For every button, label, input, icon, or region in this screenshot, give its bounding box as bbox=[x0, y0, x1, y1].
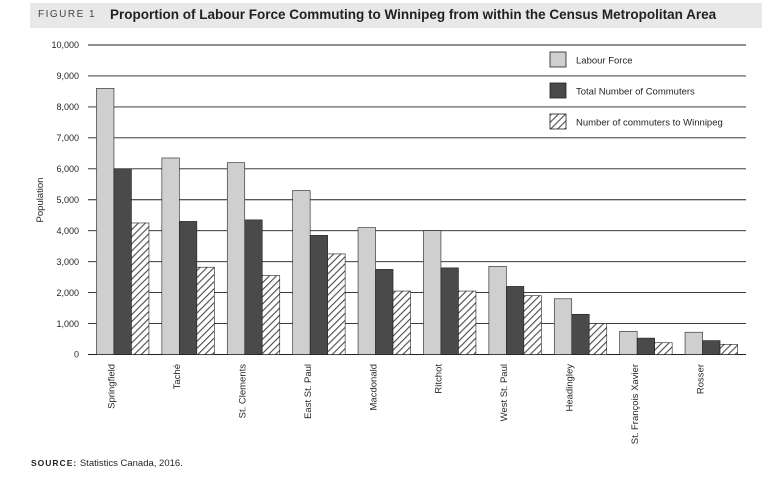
bar-total-commuters bbox=[244, 219, 263, 355]
source-note: SOURCE: Statistics Canada, 2016. bbox=[31, 458, 183, 469]
x-category-label: West St. Paul bbox=[499, 364, 510, 421]
legend-swatch-commuters-to-winnipeg bbox=[549, 113, 567, 130]
source-label: SOURCE: bbox=[31, 458, 78, 468]
bar-total-commuters bbox=[440, 267, 459, 355]
y-tick-label: 10,000 bbox=[51, 40, 79, 50]
x-category-label: Ritchot bbox=[434, 364, 445, 394]
y-tick-label: 3,000 bbox=[56, 257, 79, 267]
x-category-label: St. François Xavier bbox=[630, 364, 641, 444]
legend-label-labour-force: Labour Force bbox=[576, 56, 633, 67]
figure-header: FIGURE 1 Proportion of Labour Force Comm… bbox=[30, 3, 762, 28]
y-tick-label: 8,000 bbox=[56, 102, 79, 112]
bar-total-commuters bbox=[179, 221, 198, 355]
y-tick-label: 0 bbox=[74, 350, 79, 360]
legend: Labour Force Total Number of Commuters N… bbox=[549, 51, 723, 130]
bar-total-commuters bbox=[702, 340, 721, 355]
bar-labour-force bbox=[619, 330, 638, 355]
bar-total-commuters bbox=[636, 337, 655, 355]
bar-labour-force bbox=[357, 227, 376, 355]
bar-labour-force bbox=[423, 230, 442, 355]
y-axis-title: Population bbox=[35, 178, 46, 223]
legend-swatch-labour-force bbox=[549, 51, 567, 68]
bar-commuters-to-winnipeg bbox=[196, 266, 215, 355]
legend-label-commuters-to-winnipeg: Number of commuters to Winnipeg bbox=[576, 118, 723, 129]
bar-commuters-to-winnipeg bbox=[523, 295, 542, 355]
bar-commuters-to-winnipeg bbox=[392, 290, 411, 355]
source-text: Statistics Canada, 2016. bbox=[79, 458, 183, 469]
bar-commuters-to-winnipeg bbox=[588, 323, 608, 355]
bar-total-commuters bbox=[506, 286, 525, 355]
figure-title: Proportion of Labour Force Commuting to … bbox=[110, 7, 717, 22]
x-category-label: Rosser bbox=[695, 364, 706, 394]
bar-commuters-to-winnipeg bbox=[719, 343, 738, 355]
bars bbox=[96, 88, 738, 355]
figure-label: FIGURE 1 bbox=[38, 9, 97, 20]
bar-total-commuters bbox=[571, 313, 590, 355]
legend-swatch-total-commuters bbox=[549, 82, 567, 99]
y-tick-label: 2,000 bbox=[56, 288, 79, 298]
y-axis-ticks: 0 1,000 2,000 3,000 4,000 5,000 6,000 7,000 8,00… bbox=[51, 40, 79, 360]
y-tick-label: 4,000 bbox=[56, 226, 79, 236]
bar-commuters-to-winnipeg bbox=[131, 222, 150, 355]
bar-total-commuters bbox=[309, 235, 328, 355]
bar-commuters-to-winnipeg bbox=[458, 290, 477, 355]
bar-labour-force bbox=[161, 157, 180, 355]
bar-labour-force bbox=[684, 331, 703, 355]
bar-labour-force bbox=[96, 88, 115, 355]
x-category-label: St. Clements bbox=[238, 364, 249, 419]
y-tick-label: 6,000 bbox=[56, 164, 79, 174]
y-tick-label: 5,000 bbox=[56, 195, 79, 205]
bar-commuters-to-winnipeg bbox=[327, 253, 346, 355]
x-category-label: Taché bbox=[172, 364, 183, 389]
x-category-label: Macdonald bbox=[368, 364, 379, 410]
y-tick-label: 9,000 bbox=[56, 71, 79, 81]
bar-commuters-to-winnipeg bbox=[261, 275, 281, 355]
bar-labour-force bbox=[553, 298, 573, 355]
bar-commuters-to-winnipeg bbox=[654, 342, 673, 355]
x-axis-labels: Springfield Taché St. Clements East St. Pau… bbox=[107, 364, 707, 445]
x-category-label: Headingley bbox=[565, 364, 576, 412]
x-category-label: Springfield bbox=[107, 364, 118, 409]
bar-total-commuters bbox=[375, 269, 394, 355]
bar-labour-force bbox=[488, 265, 507, 355]
bar-labour-force bbox=[292, 190, 311, 355]
bar-total-commuters bbox=[113, 168, 132, 355]
y-tick-label: 7,000 bbox=[56, 133, 79, 143]
x-category-label: East St. Paul bbox=[303, 364, 314, 419]
bar-labour-force bbox=[226, 162, 246, 355]
y-tick-label: 1,000 bbox=[56, 319, 79, 329]
legend-label-total-commuters: Total Number of Commuters bbox=[576, 87, 695, 98]
